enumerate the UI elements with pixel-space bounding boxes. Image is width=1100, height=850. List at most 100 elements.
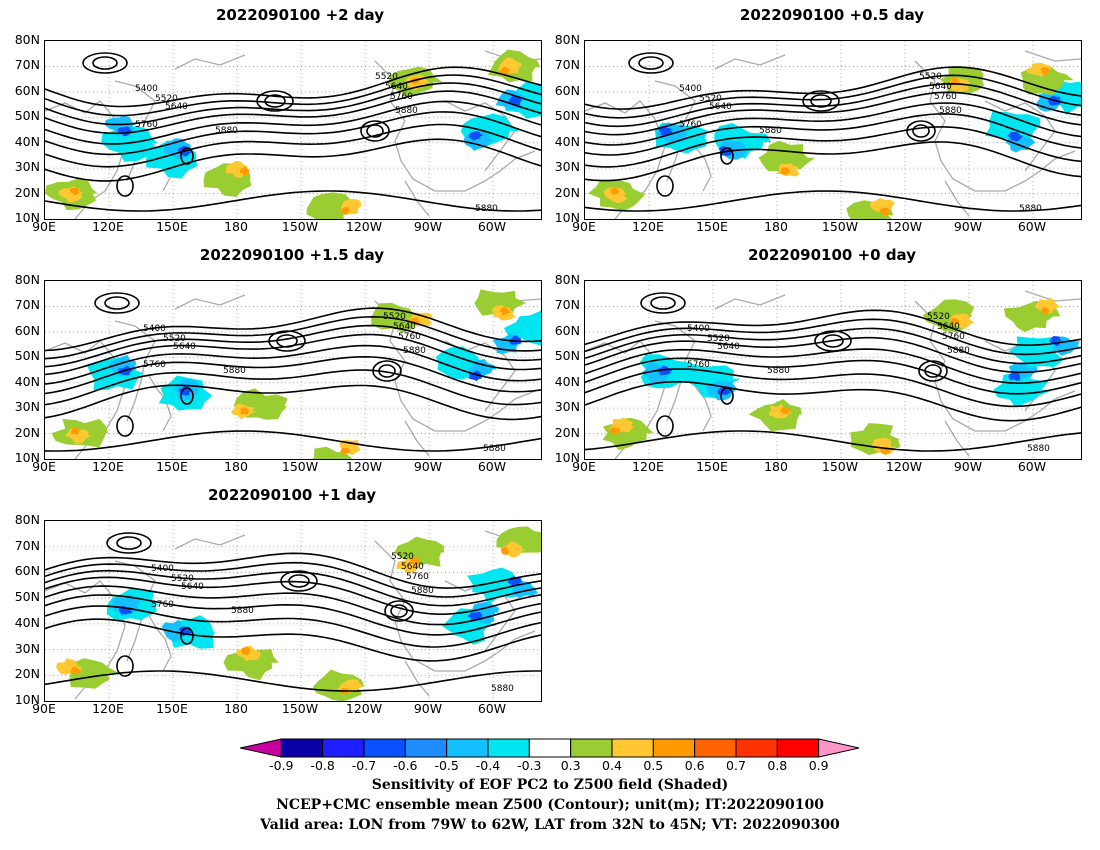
lat-tick-label: 20N: [14, 184, 40, 200]
contour-label: 5880: [403, 346, 426, 356]
contour-label: 5640: [385, 82, 408, 92]
colorbar-tick-label: 0.7: [726, 758, 746, 773]
lon-tick-label: 150E: [696, 219, 728, 234]
coastline: [174, 294, 246, 310]
lon-tick-label: 90W: [413, 701, 443, 716]
panel-title: 2022090100 +0 day: [748, 246, 916, 264]
colorbar-segment: [322, 738, 365, 758]
coastline: [1024, 290, 1081, 302]
lon-tick-label: 90W: [413, 459, 443, 474]
lat-tick-label: 10N: [554, 450, 580, 465]
closed-low-contour: [372, 360, 402, 382]
z500-contour: [585, 190, 1081, 212]
panel-title: 2022090100 +0.5 day: [739, 6, 925, 24]
positive-sensitivity-area: [223, 649, 279, 681]
positive-sensitivity-area: [410, 556, 421, 565]
lon-tick-label: 180: [224, 219, 248, 234]
lon-tick-label: 60W: [477, 219, 507, 234]
z500-contour: [45, 111, 541, 156]
z500-contour: [45, 307, 541, 352]
closed-low-contour: [106, 532, 152, 554]
contour-label: 5880: [223, 366, 246, 376]
lon-tick-label: 120E: [92, 219, 124, 234]
lat-tick-label: 30N: [14, 640, 40, 656]
colorbar-tick-label: -0.6: [393, 758, 418, 773]
lat-tick-label: 40N: [554, 133, 580, 149]
contour-label: 5760: [934, 92, 957, 102]
closed-low-contour: [116, 655, 134, 677]
positive-sensitivity-area: [306, 192, 352, 219]
closed-low-contour: [656, 175, 674, 197]
closed-low-contour: [94, 292, 140, 314]
closed-low-contour: [116, 175, 134, 197]
map-plot: 5400 5520 5640 5760 5880 5520 5640 5760 5880 5880: [584, 40, 1082, 220]
contour-label: 5760: [406, 572, 429, 582]
lon-tick-label: 180: [764, 219, 788, 234]
closed-low-contour: [180, 387, 194, 405]
lon-tick-label: 150W: [281, 459, 319, 474]
colorbar-segment: [776, 738, 820, 758]
colorbar-tick-label: -0.4: [475, 758, 501, 773]
z500-contour: [585, 74, 1081, 119]
contour-label: 5880: [491, 684, 514, 694]
colorbar-tick-label: -0.5: [434, 758, 459, 773]
lon-tick-label: 150E: [696, 459, 728, 474]
caption-line-3: Valid area: LON from 79W to 62W, LAT fro…: [260, 817, 840, 833]
negative-sensitivity-area: [111, 594, 140, 616]
map-plot: 5400 5520 5640 5760 5880 5520 5640 5760 5880 5880: [44, 280, 542, 460]
z500-contour: [585, 430, 1081, 452]
panel-title: 2022090100 +1.5 day: [199, 246, 385, 264]
closed-low-contour: [814, 330, 852, 352]
lon-tick-label: 90E: [572, 219, 596, 234]
z500-contour: [45, 66, 541, 108]
lon-tick-label: 120W: [885, 459, 923, 474]
contour-label: 5760: [942, 332, 965, 342]
closed-low-contour: [280, 570, 318, 592]
lon-tick-label: 60W: [1017, 459, 1047, 474]
z500-contour: [585, 91, 1081, 136]
contour-label: 5520: [919, 72, 942, 82]
lat-tick-label: 70N: [14, 57, 40, 73]
lat-tick-label: 70N: [554, 57, 580, 73]
lat-tick-label: 60N: [554, 322, 580, 338]
contour-label: 5400: [143, 324, 166, 334]
lat-tick-label: 70N: [14, 537, 40, 553]
contour-label: 5760: [390, 92, 413, 102]
z500-contour: [585, 309, 1081, 347]
contour-label: 5640: [181, 582, 204, 592]
closed-low-contour: [640, 292, 686, 314]
coastline: [944, 420, 970, 457]
z500-contour: [45, 670, 541, 692]
lat-tick-label: 20N: [554, 424, 580, 440]
contour-label: 5640: [709, 102, 732, 112]
lat-tick-label: 40N: [14, 373, 40, 389]
lon-tick-label: 90E: [32, 701, 56, 716]
positive-sensitivity-area: [69, 658, 119, 689]
negative-sensitivity-area: [509, 335, 522, 345]
negative-sensitivity-area: [117, 126, 132, 137]
lon-tick-label: 120W: [885, 219, 923, 234]
colorbar-arrow-high: [818, 738, 860, 758]
positive-sensitivity-area: [950, 318, 960, 325]
z500-contour: [45, 384, 541, 421]
closed-low-contour: [180, 147, 194, 165]
contour-label: 5880: [1027, 444, 1050, 454]
contour-label: 5760: [143, 360, 166, 370]
lat-tick-label: 80N: [14, 272, 40, 287]
colorbar-segment: [611, 738, 654, 758]
positive-sensitivity-area: [340, 447, 350, 456]
caption-line-2: NCEP+CMC ensemble mean Z500 (Contour); u…: [276, 797, 824, 813]
colorbar-segment: [487, 738, 530, 758]
positive-sensitivity-area: [226, 161, 249, 178]
coastline: [944, 180, 970, 217]
lon-tick-label: 180: [224, 459, 248, 474]
positive-sensitivity-area: [394, 536, 444, 567]
lat-tick-label: 30N: [14, 159, 40, 175]
lon-tick-label: 120E: [92, 701, 124, 716]
positive-sensitivity-area: [312, 669, 365, 701]
coastline: [404, 660, 430, 697]
colorbar-tick-label: -0.9: [269, 758, 294, 773]
positive-sensitivity-area: [499, 306, 511, 316]
colorbar-arrow-low: [240, 738, 282, 758]
